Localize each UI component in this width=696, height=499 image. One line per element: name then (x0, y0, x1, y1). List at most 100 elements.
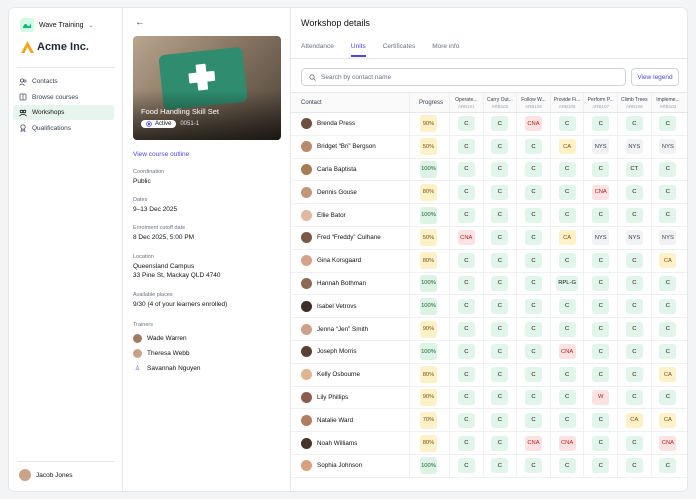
unit-status-cell[interactable]: C (482, 226, 517, 249)
unit-status-cell[interactable]: CA (650, 249, 685, 272)
unit-column-header[interactable]: Provide Fi... ARB105 (549, 93, 584, 112)
tab-certificates[interactable]: Certificates (382, 43, 416, 50)
sidebar-item-qualifications[interactable]: Qualifications (13, 121, 114, 136)
unit-status-cell[interactable]: C (516, 340, 550, 363)
unit-status-cell[interactable]: C (482, 113, 517, 135)
table-row[interactable]: Carla Baptista 100% C C C C C CT C (291, 158, 687, 182)
tab-more-info[interactable]: More info (432, 43, 460, 50)
unit-status-cell[interactable]: C (516, 135, 550, 158)
contact-name[interactable]: Carla Baptista (317, 165, 357, 173)
unit-status-cell[interactable]: RPL-G (549, 272, 584, 295)
table-row[interactable]: Ellie Bator 100% C C C C C C C (291, 204, 687, 227)
unit-status-cell[interactable]: C (516, 363, 550, 386)
unit-status-cell[interactable]: C (650, 158, 685, 181)
unit-status-cell[interactable]: C (449, 135, 483, 158)
tab-units[interactable]: Units (350, 43, 366, 57)
contact-name[interactable]: Fred “Freddy” Culhane (317, 234, 381, 242)
unit-status-cell[interactable]: C (549, 181, 584, 204)
contact-name[interactable]: Noah Williams (317, 439, 358, 447)
unit-status-cell[interactable]: C (583, 113, 617, 135)
unit-status-cell[interactable]: C (482, 386, 517, 409)
contact-name[interactable]: Isabel Vetrovs (317, 302, 357, 310)
table-row[interactable]: Brenda Press 90% C C CNA C C C C (291, 113, 687, 136)
unit-status-cell[interactable]: C (583, 295, 617, 318)
table-row[interactable]: Kelly Osbourne 80% C C C C C C CA (291, 363, 687, 387)
contact-name[interactable]: Hannah Bothman (317, 279, 367, 287)
contact-name[interactable]: Ellie Bator (317, 211, 346, 219)
unit-status-cell[interactable]: C (549, 318, 584, 340)
unit-status-cell[interactable]: C (449, 409, 483, 432)
tab-attendance[interactable]: Attendance (301, 43, 334, 50)
unit-column-header[interactable]: Perform P... ARB107 (583, 93, 617, 112)
unit-status-cell[interactable]: C (482, 318, 517, 340)
unit-column-header[interactable]: Operate... ARB101 (449, 93, 483, 112)
unit-status-cell[interactable]: C (583, 272, 617, 295)
view-legend-button[interactable]: View legend (631, 68, 679, 86)
unit-status-cell[interactable]: CNA (516, 432, 550, 454)
unit-status-cell[interactable]: CA (617, 409, 651, 432)
sidebar-item-browse-courses[interactable]: Browse courses (13, 90, 114, 105)
unit-status-cell[interactable]: C (516, 181, 550, 204)
unit-status-cell[interactable]: C (482, 272, 517, 295)
unit-status-cell[interactable]: C (650, 340, 685, 363)
unit-status-cell[interactable]: C (617, 249, 651, 272)
unit-status-cell[interactable]: NYS (617, 226, 651, 249)
contact-name[interactable]: Dennis Gouse (317, 188, 357, 196)
unit-status-cell[interactable]: C (549, 204, 584, 226)
unit-status-cell[interactable]: CNA (549, 432, 584, 454)
unit-status-cell[interactable]: C (449, 113, 483, 135)
unit-status-cell[interactable]: C (516, 204, 550, 226)
sidebar-item-workshops[interactable]: Workshops (13, 105, 114, 120)
unit-status-cell[interactable]: C (583, 432, 617, 454)
unit-status-cell[interactable]: C (516, 386, 550, 409)
unit-status-cell[interactable]: C (650, 204, 685, 226)
unit-status-cell[interactable]: C (516, 454, 550, 477)
unit-status-cell[interactable]: C (549, 158, 584, 181)
unit-status-cell[interactable]: C (583, 340, 617, 363)
unit-status-cell[interactable]: C (482, 409, 517, 432)
contact-column-header[interactable]: Contact (301, 99, 322, 106)
unit-status-cell[interactable]: C (449, 204, 483, 226)
unit-status-cell[interactable]: C (617, 295, 651, 318)
contact-name[interactable]: Joseph Morris (317, 348, 357, 356)
unit-status-cell[interactable]: C (583, 249, 617, 272)
table-row[interactable]: Natalie Ward 70% C C C C C CA CA (291, 409, 687, 433)
progress-column-header[interactable]: Progress (409, 93, 447, 112)
unit-status-cell[interactable]: CA (650, 409, 685, 432)
unit-status-cell[interactable]: C (549, 363, 584, 386)
unit-status-cell[interactable]: C (617, 181, 651, 204)
contact-name[interactable]: Brenda Press (317, 120, 356, 128)
unit-status-cell[interactable]: C (449, 272, 483, 295)
unit-status-cell[interactable]: C (617, 318, 651, 340)
unit-status-cell[interactable]: C (617, 432, 651, 454)
unit-status-cell[interactable]: CNA (549, 340, 584, 363)
unit-status-cell[interactable]: C (449, 158, 483, 181)
unit-status-cell[interactable]: CNA (583, 181, 617, 204)
unit-status-cell[interactable]: C (516, 158, 550, 181)
unit-status-cell[interactable]: C (449, 363, 483, 386)
table-row[interactable]: Gina Korsgaard 80% C C C C C C CA (291, 249, 687, 273)
unit-status-cell[interactable]: C (516, 295, 550, 318)
unit-status-cell[interactable]: C (449, 295, 483, 318)
table-row[interactable]: Jenna “Jen” Smith 90% C C C C C C C (291, 318, 687, 341)
unit-status-cell[interactable]: C (617, 340, 651, 363)
table-row[interactable]: Bridget “Bri” Bergson 50% C C C CA NYS NYS NYS (291, 135, 687, 159)
unit-status-cell[interactable]: C (516, 249, 550, 272)
unit-status-cell[interactable]: C (583, 318, 617, 340)
workspace-switcher[interactable]: Wave Training ⌄ (20, 18, 94, 32)
unit-status-cell[interactable]: C (583, 204, 617, 226)
unit-status-cell[interactable]: C (449, 432, 483, 454)
table-row[interactable]: Hannah Bothman 100% C C C RPL-G C C C (291, 272, 687, 296)
unit-status-cell[interactable]: C (650, 295, 685, 318)
unit-status-cell[interactable]: C (482, 363, 517, 386)
table-row[interactable]: Sophia Johnson 100% C C C C C C C (291, 454, 687, 478)
contact-name[interactable]: Kelly Osbourne (317, 371, 361, 379)
unit-status-cell[interactable]: C (516, 272, 550, 295)
contact-name[interactable]: Natalie Ward (317, 416, 354, 424)
unit-status-cell[interactable]: CA (549, 135, 584, 158)
unit-status-cell[interactable]: C (482, 158, 517, 181)
table-row[interactable]: Fred “Freddy” Culhane 50% CNA C C CA NYS NYS NYS (291, 226, 687, 250)
unit-status-cell[interactable]: NYS (617, 135, 651, 158)
unit-status-cell[interactable]: C (650, 113, 685, 135)
unit-status-cell[interactable]: C (617, 204, 651, 226)
